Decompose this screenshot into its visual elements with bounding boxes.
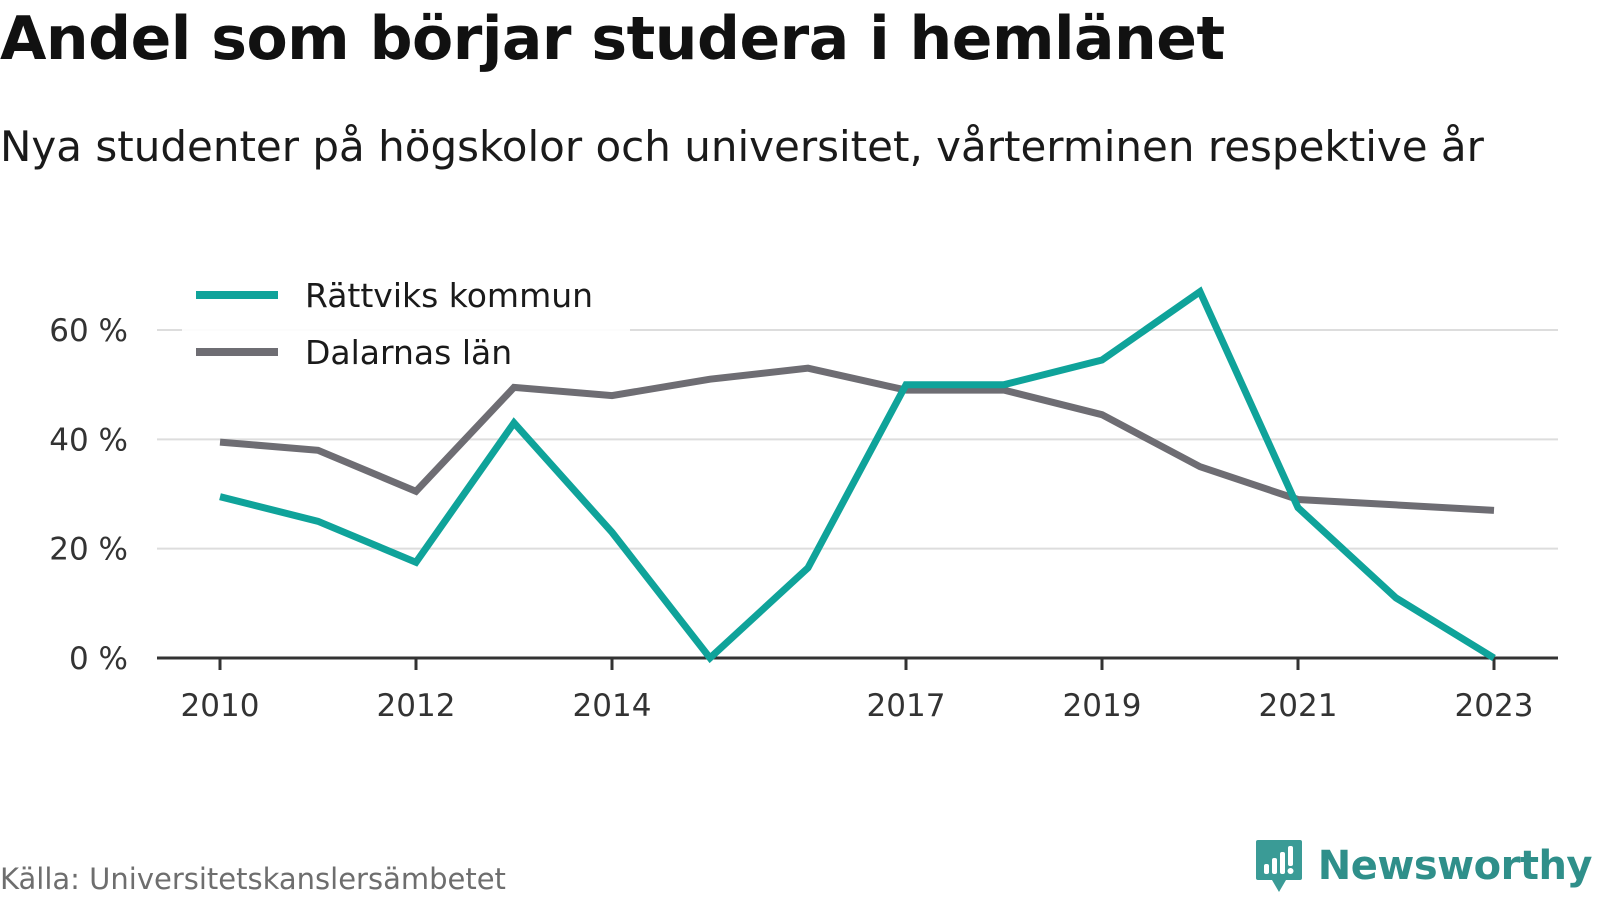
legend: Rättviks kommun Dalarnas län [182, 268, 630, 372]
x-tick-label: 2019 [1063, 688, 1142, 724]
series-line-rättviks-kommun [219, 286, 1496, 664]
y-tick-label: 20 % [49, 532, 128, 568]
legend-background [182, 268, 630, 336]
newsworthy-brand: Newsworthy [1254, 838, 1593, 894]
newsworthy-logo-icon [1255, 840, 1302, 892]
x-tick-label: 2021 [1259, 688, 1338, 724]
x-axis-labels: 2010 2012 2014 2017 2019 2021 2023 [181, 688, 1534, 724]
series-line-dalarnas-län [219, 364, 1495, 514]
x-tick-label: 2012 [377, 688, 456, 724]
chart-title: Andel som börjar studera i hemlänet [0, 4, 1225, 74]
legend-label: Rättviks kommun [305, 276, 593, 315]
y-tick-label: 40 % [49, 422, 128, 458]
series-lines [219, 286, 1496, 664]
x-tick-label: 2010 [181, 688, 260, 724]
chart-subtitle: Nya studenter på högskolor och universit… [0, 122, 1484, 171]
y-tick-label: 60 % [49, 313, 128, 349]
legend-label: Dalarnas län [305, 333, 512, 372]
x-tick-label: 2017 [867, 688, 946, 724]
y-tick-label: 0 % [69, 641, 128, 677]
x-axis [157, 656, 1558, 670]
y-axis-labels: 0 % 20 % 40 % 60 % [49, 313, 128, 677]
x-tick-label: 2014 [573, 688, 652, 724]
brand-name: Newsworthy [1317, 843, 1593, 889]
x-tick-label: 2023 [1455, 688, 1534, 724]
source-note: Källa: Universitetskanslersämbetet [0, 862, 506, 896]
